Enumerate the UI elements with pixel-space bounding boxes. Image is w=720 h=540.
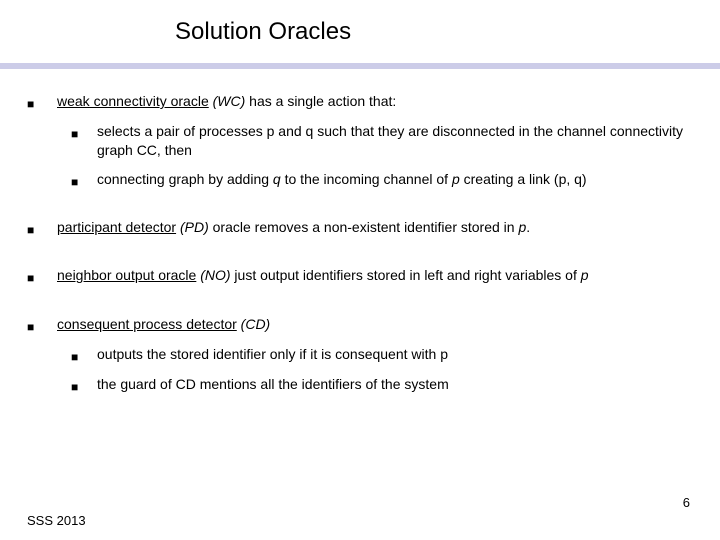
item-text: neighbor output oracle (NO) just output …: [57, 266, 700, 285]
term-underline: consequent process detector: [57, 316, 237, 332]
text-fragment: just output identifiers stored in left a…: [231, 267, 581, 283]
list-item: ■ consequent process detector (CD) ■ out…: [27, 315, 700, 396]
term-abbrev: (PD): [176, 219, 209, 235]
slide-title: Solution Oracles: [175, 18, 351, 46]
text-italic: q: [273, 171, 281, 187]
item-text: weak connectivity oracle (WC) has a sing…: [57, 92, 700, 111]
list-item: ■ weak connectivity oracle (WC) has a si…: [27, 92, 700, 190]
bullet-icon: ■: [27, 319, 35, 335]
text-italic: p: [581, 267, 589, 283]
text-fragment: .: [526, 219, 530, 235]
text-fragment: creating a link (p, q): [460, 171, 587, 187]
item-text: participant detector (PD) oracle removes…: [57, 218, 700, 237]
bullet-icon: ■: [71, 126, 79, 142]
slide-number: 6: [683, 495, 690, 510]
sub-item: ■ the guard of CD mentions all the ident…: [71, 375, 700, 395]
sub-text: selects a pair of processes p and q such…: [97, 122, 700, 160]
text-italic: p: [452, 171, 460, 187]
list-item: ■ participant detector (PD) oracle remov…: [27, 218, 700, 238]
text-fragment: connecting graph by adding: [97, 171, 273, 187]
bullet-icon: ■: [27, 270, 35, 286]
footer-conference: SSS 2013: [27, 513, 86, 528]
item-text: consequent process detector (CD): [57, 315, 700, 334]
text-fragment: to the incoming channel of: [281, 171, 452, 187]
term-abbrev: (CD): [237, 316, 270, 332]
text-fragment: oracle removes a non-existent identifier…: [209, 219, 519, 235]
sub-list: ■ outputs the stored identifier only if …: [71, 345, 700, 395]
sub-item: ■ selects a pair of processes p and q su…: [71, 122, 700, 160]
term-underline: participant detector: [57, 219, 176, 235]
sub-text: connecting graph by adding q to the inco…: [97, 170, 700, 189]
sub-text: the guard of CD mentions all the identif…: [97, 375, 700, 394]
sub-item: ■ outputs the stored identifier only if …: [71, 345, 700, 365]
title-underline: [0, 63, 720, 69]
term-underline: neighbor output oracle: [57, 267, 196, 283]
sub-list: ■ selects a pair of processes p and q su…: [71, 122, 700, 190]
list-item: ■ neighbor output oracle (NO) just outpu…: [27, 266, 700, 286]
bullet-icon: ■: [27, 96, 35, 112]
term-abbrev: (WC): [209, 93, 246, 109]
slide: { "title": "Solution Oracles", "colors":…: [0, 0, 720, 540]
sub-item: ■ connecting graph by adding q to the in…: [71, 170, 700, 190]
term-underline: weak connectivity oracle: [57, 93, 209, 109]
sub-text: outputs the stored identifier only if it…: [97, 345, 700, 364]
term-abbrev: (NO): [196, 267, 230, 283]
bullet-icon: ■: [71, 379, 79, 395]
bullet-list: ■ weak connectivity oracle (WC) has a si…: [27, 92, 700, 395]
bullet-icon: ■: [71, 174, 79, 190]
bullet-icon: ■: [27, 222, 35, 238]
content-area: ■ weak connectivity oracle (WC) has a si…: [27, 92, 700, 423]
item-suffix: has a single action that:: [245, 93, 396, 109]
bullet-icon: ■: [71, 349, 79, 365]
